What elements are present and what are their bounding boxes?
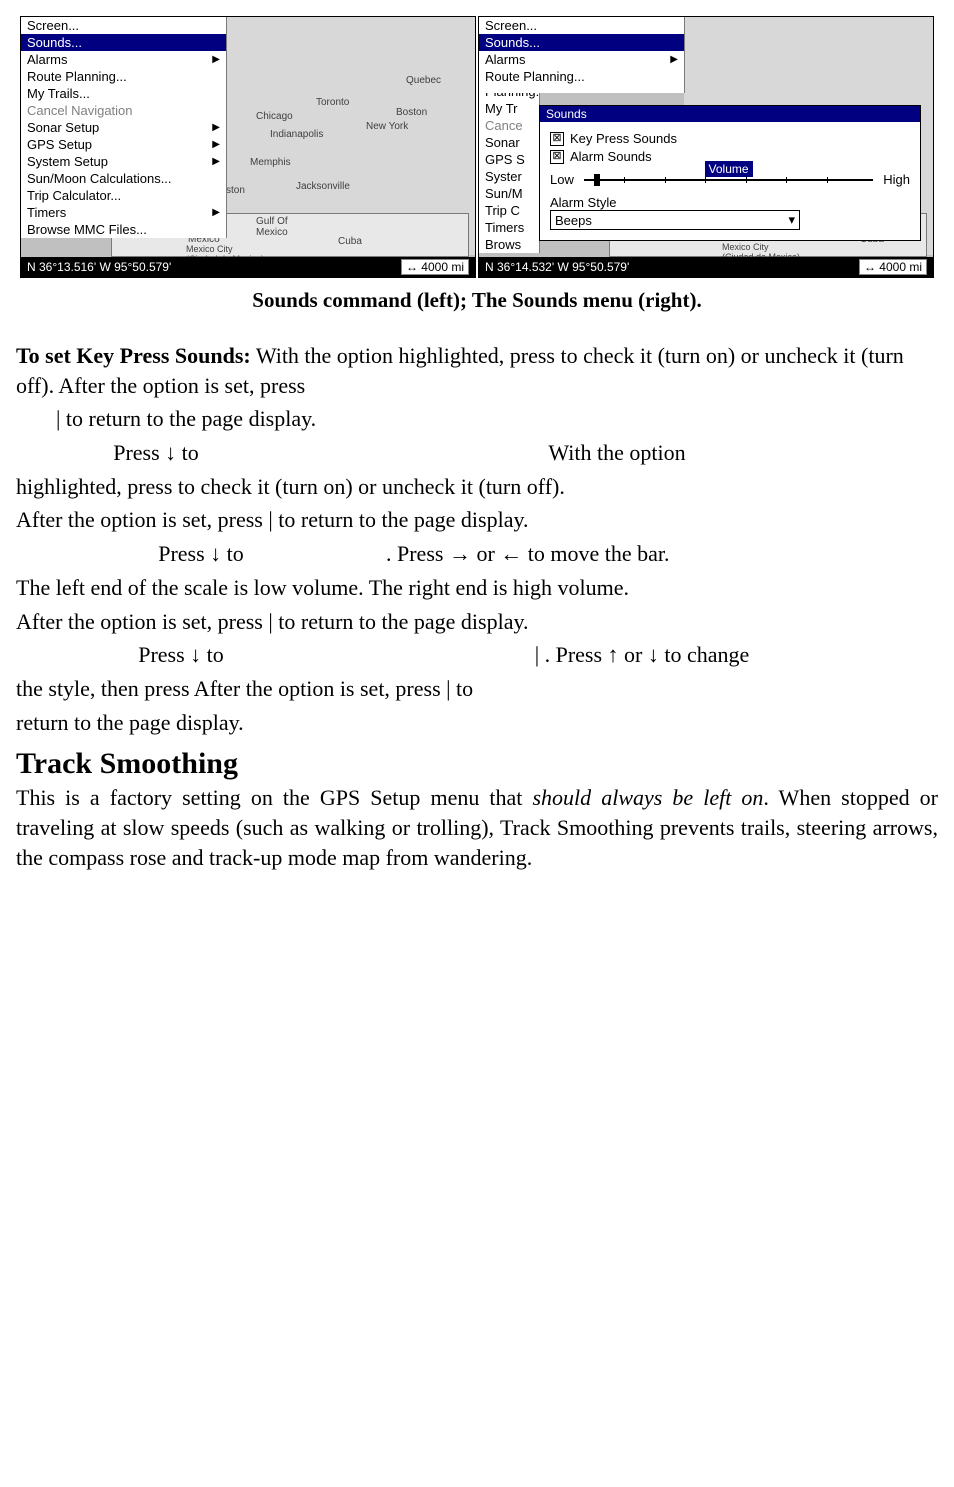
alarm-style-select[interactable]: Beeps ▾ bbox=[550, 210, 800, 230]
menu-item[interactable]: Sun/Moon Calculations... bbox=[21, 170, 226, 187]
menu-item[interactable]: Sonar Setup▶ bbox=[21, 119, 226, 136]
menu-item[interactable]: Sounds... bbox=[21, 34, 226, 51]
track-smoothing-heading: Track Smoothing bbox=[16, 747, 938, 781]
menu-item[interactable]: Alarms▶ bbox=[479, 51, 684, 68]
menu-item[interactable]: Alarms▶ bbox=[21, 51, 226, 68]
line5b: . Press → or ← to move the bar. bbox=[386, 539, 938, 569]
sounds-popup-title: Sounds bbox=[540, 106, 920, 122]
line2: Press ↓ to With the option bbox=[16, 438, 938, 468]
keypress-row[interactable]: ⊠ Key Press Sounds bbox=[550, 131, 910, 146]
menu-item[interactable]: Browse MMC Files... bbox=[21, 221, 226, 238]
para1-bold: To set Key Press Sounds: bbox=[16, 343, 251, 368]
menu-item[interactable]: Brows bbox=[479, 236, 539, 253]
menu-item[interactable]: System Setup▶ bbox=[21, 153, 226, 170]
right-coords: N 36°14.532' W 95°50.579' bbox=[485, 260, 629, 274]
line7: After the option is set, press | to retu… bbox=[16, 607, 938, 637]
sounds-popup: Sounds ⊠ Key Press Sounds ⊠ Alarm Sounds… bbox=[539, 105, 921, 241]
menu-item[interactable]: Syster bbox=[479, 168, 539, 185]
menu-item[interactable]: Sun/M bbox=[479, 185, 539, 202]
right-zoom: ↔ 4000 mi bbox=[859, 259, 927, 275]
map-label-memphis: Memphis bbox=[250, 157, 291, 168]
map-label-boston: Boston bbox=[396, 107, 427, 118]
line3: highlighted, press to check it (turn on)… bbox=[16, 472, 938, 502]
map-label-chicago: Chicago bbox=[256, 111, 293, 122]
left-status-bar: N 36°13.516' W 95°50.579' ↔ 4000 mi bbox=[21, 257, 475, 277]
menu-item[interactable]: My Trails... bbox=[21, 85, 226, 102]
right-screenshot: Mexico City (Ciudad de Mexico) Cuba Scre… bbox=[478, 16, 934, 278]
map-label-ston: ston bbox=[226, 185, 245, 196]
alarm-style-label: Alarm Style bbox=[550, 195, 910, 210]
volume-thumb[interactable] bbox=[594, 174, 600, 186]
menu-item[interactable]: Timers bbox=[479, 219, 539, 236]
line5a: Press ↓ to bbox=[16, 539, 386, 569]
line10: return to the page display. bbox=[16, 708, 938, 738]
line4: After the option is set, press | to retu… bbox=[16, 505, 938, 535]
menu-item[interactable]: Cance bbox=[479, 117, 539, 134]
line5: Press ↓ to . Press → or ← to move the ba… bbox=[16, 539, 938, 569]
map-label-toronto: Toronto bbox=[316, 97, 349, 108]
para2a: This is a factory setting on the GPS Set… bbox=[16, 785, 532, 810]
figure-caption: Sounds command (left); The Sounds menu (… bbox=[16, 288, 938, 313]
menu-item[interactable]: Screen... bbox=[21, 17, 226, 34]
line9: the style, then press After the option i… bbox=[16, 674, 938, 704]
menu-item[interactable]: Route Planning... bbox=[21, 68, 226, 85]
map-label-quebec: Quebec bbox=[406, 75, 441, 86]
menu-item[interactable]: Cancel Navigation bbox=[21, 102, 226, 119]
alarm-label: Alarm Sounds bbox=[570, 149, 652, 164]
volume-row: Low Volume High bbox=[550, 172, 910, 187]
menu-item[interactable]: Sounds... bbox=[479, 34, 684, 51]
alarm-style-value: Beeps bbox=[555, 213, 592, 228]
para2b: should always be left on bbox=[532, 785, 763, 810]
alarm-checkbox[interactable]: ⊠ bbox=[550, 150, 564, 164]
menu-item[interactable]: GPS S bbox=[479, 151, 539, 168]
map-label-gulf: Gulf Of Mexico bbox=[256, 216, 288, 238]
left-screenshot: Quebec Toronto Boston Chicago New York I… bbox=[20, 16, 476, 278]
menu-item[interactable]: Sonar bbox=[479, 134, 539, 151]
right-status-bar: N 36°14.532' W 95°50.579' ↔ 4000 mi bbox=[479, 257, 933, 277]
menu-item[interactable]: Trip Calculator... bbox=[21, 187, 226, 204]
map-label-indianapolis: Indianapolis bbox=[270, 129, 323, 140]
volume-high: High bbox=[883, 172, 910, 187]
menu-item[interactable]: Timers▶ bbox=[21, 204, 226, 221]
volume-label: Volume bbox=[705, 161, 753, 177]
left-coords: N 36°13.516' W 95°50.579' bbox=[27, 260, 171, 274]
keypress-checkbox[interactable]: ⊠ bbox=[550, 132, 564, 146]
menu-item[interactable]: GPS Setup▶ bbox=[21, 136, 226, 153]
map-label-newyork: New York bbox=[366, 121, 408, 132]
line2a: Press ↓ to bbox=[16, 438, 296, 468]
body-para-1c: | to return to the page display. bbox=[56, 404, 938, 434]
line2b: With the option bbox=[296, 438, 938, 468]
menu-item[interactable]: Trip C bbox=[479, 202, 539, 219]
line8: Press ↓ to | . Press ↑ or ↓ to change bbox=[16, 640, 938, 670]
screenshot-figure: Quebec Toronto Boston Chicago New York I… bbox=[16, 16, 938, 278]
dropdown-icon: ▾ bbox=[788, 212, 795, 228]
menu-item[interactable]: Route Planning... bbox=[479, 68, 684, 85]
track-smoothing-para: This is a factory setting on the GPS Set… bbox=[16, 783, 938, 872]
map-label-jacksonville: Jacksonville bbox=[296, 181, 350, 192]
left-menu: Screen...Sounds...Alarms▶Route Planning.… bbox=[21, 17, 227, 238]
map-label-cuba: Cuba bbox=[338, 236, 362, 247]
line6: The left end of the scale is low volume.… bbox=[16, 573, 938, 603]
volume-low: Low bbox=[550, 172, 574, 187]
keypress-label: Key Press Sounds bbox=[570, 131, 677, 146]
menu-item[interactable]: Screen... bbox=[479, 17, 684, 34]
right-menu-top: Screen...Sounds...Alarms▶Route Planning.… bbox=[479, 17, 685, 93]
line8b: | . Press ↑ or ↓ to change bbox=[346, 640, 938, 670]
left-zoom: ↔ 4000 mi bbox=[401, 259, 469, 275]
body-para-1: To set Key Press Sounds: With the option… bbox=[16, 341, 938, 400]
line8a: Press ↓ to bbox=[16, 640, 346, 670]
volume-slider[interactable] bbox=[584, 179, 873, 181]
menu-item[interactable]: My Tr bbox=[479, 100, 539, 117]
